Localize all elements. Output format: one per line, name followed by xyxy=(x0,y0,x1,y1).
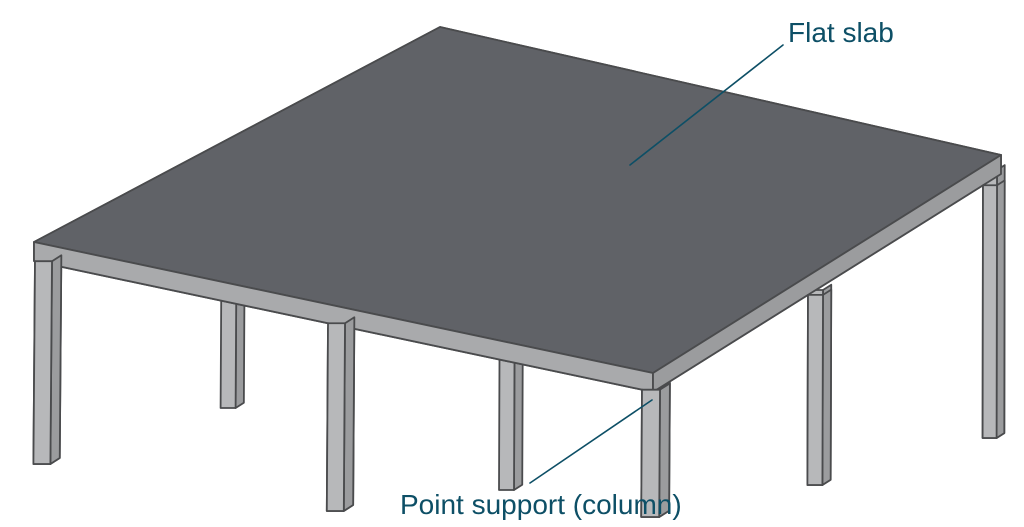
structural-diagram-svg xyxy=(0,0,1024,527)
column-lower-front-front-left xyxy=(33,261,52,464)
column-lower-front-front-mid xyxy=(327,323,345,511)
column-lower-front-mid-right xyxy=(807,295,823,485)
diagram-canvas: Flat slab Point support (column) xyxy=(0,0,1024,527)
slab-top-cover xyxy=(34,27,1001,373)
leader-column xyxy=(530,400,652,483)
label-point-support: Point support (column) xyxy=(400,490,682,521)
column-lower-front-back-right xyxy=(983,185,997,438)
label-flat-slab: Flat slab xyxy=(788,18,894,49)
